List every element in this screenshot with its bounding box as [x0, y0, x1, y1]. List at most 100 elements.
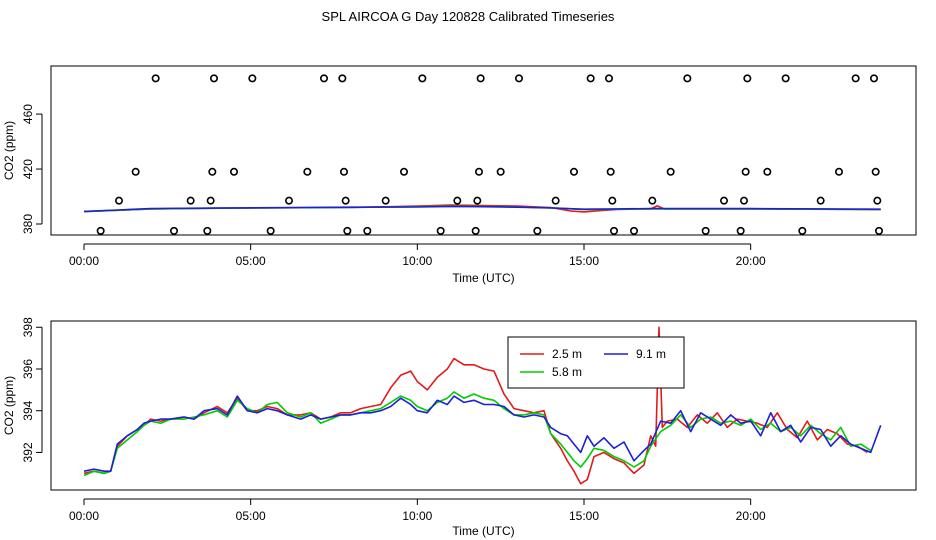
calibration-point: [343, 226, 352, 235]
y-axis: 392 394 396 398 CO2 (ppm): [2, 317, 43, 462]
legend-box: [507, 336, 685, 389]
calibration-point: [436, 226, 445, 235]
x-tick-label: 20:00: [736, 509, 766, 523]
calibration-point: [586, 74, 595, 83]
calibration-point: [418, 74, 427, 83]
x-tick-label: 00:00: [69, 509, 99, 523]
calibration-point: [741, 167, 750, 176]
y-tick-label: 394: [21, 400, 35, 420]
y-tick-label: 460: [21, 104, 35, 124]
calibration-point: [303, 167, 312, 176]
calibration-point: [781, 74, 790, 83]
x-tick-label: 05:00: [236, 509, 266, 523]
calibration-point: [496, 167, 505, 176]
series-group: [83, 326, 882, 485]
calibration-point: [739, 196, 748, 205]
legend-label: 2.5 m: [552, 347, 582, 361]
calibration-point: [206, 196, 215, 205]
calibration-point: [381, 196, 390, 205]
calibration-point: [851, 74, 860, 83]
calibration-point: [816, 196, 825, 205]
calibration-point: [96, 226, 105, 235]
calibration-point: [230, 167, 239, 176]
x-tick-label: 10:00: [402, 254, 432, 268]
y-axis: 380 420 460 CO2 (ppm): [2, 104, 43, 234]
calibration-point: [151, 74, 160, 83]
calibration-point: [186, 196, 195, 205]
y-axis-label: CO2 (ppm): [2, 376, 16, 435]
calibration-point: [719, 196, 728, 205]
calibration-point: [471, 226, 480, 235]
y-tick-label: 396: [21, 359, 35, 379]
calibration-point: [648, 196, 657, 205]
calibration-point: [339, 167, 348, 176]
calibration-point: [798, 226, 807, 235]
calibration-point: [208, 167, 217, 176]
calibration-point: [474, 167, 483, 176]
x-tick-label: 20:00: [736, 254, 766, 268]
calibration-point: [551, 196, 560, 205]
y-tick-label: 398: [21, 317, 35, 337]
calibration-point: [341, 196, 350, 205]
series-line-5-8-m: [83, 391, 872, 477]
calibration-point: [874, 226, 883, 235]
calibration-point: [683, 74, 692, 83]
calibration-point: [666, 167, 675, 176]
calibration-point: [170, 226, 179, 235]
calibration-point: [869, 74, 878, 83]
calibration-point: [871, 167, 880, 176]
calibration-point: [319, 74, 328, 83]
calibration-point: [608, 196, 617, 205]
calibration-point: [399, 167, 408, 176]
series-line-2-5-m: [83, 326, 868, 485]
calibration-point: [569, 167, 578, 176]
x-tick-label: 15:00: [569, 509, 599, 523]
calibration-point: [606, 167, 615, 176]
x-axis-label: Time (UTC): [452, 524, 514, 538]
calibration-point: [131, 167, 140, 176]
calibration-point: [473, 196, 482, 205]
y-tick-label: 380: [21, 214, 35, 234]
x-tick-label: 00:00: [69, 254, 99, 268]
y-tick-label: 420: [21, 159, 35, 179]
calibration-point: [701, 226, 710, 235]
y-tick-label: 392: [21, 442, 35, 462]
calibration-point: [743, 74, 752, 83]
calibration-point: [609, 226, 618, 235]
x-tick-label: 10:00: [402, 509, 432, 523]
calibration-point: [284, 196, 293, 205]
y-axis-label: CO2 (ppm): [2, 121, 16, 180]
calibration-point: [736, 226, 745, 235]
calibration-point: [533, 226, 542, 235]
x-tick-label: 05:00: [236, 254, 266, 268]
calibration-point: [363, 226, 372, 235]
x-tick-label: 15:00: [569, 254, 599, 268]
series-line-9-1-m: [83, 395, 882, 473]
calibration-point: [203, 226, 212, 235]
calibration-point: [338, 74, 347, 83]
calibration-point: [210, 74, 219, 83]
calibration-point: [629, 226, 638, 235]
calibration-point: [248, 74, 257, 83]
legend: 2.5 m 9.1 m 5.8 m: [507, 336, 685, 389]
calibration-point: [476, 74, 485, 83]
calibration-point: [834, 167, 843, 176]
calibration-point: [514, 74, 523, 83]
calibration-points: [96, 74, 883, 235]
calibration-point: [873, 196, 882, 205]
calibration-point: [604, 74, 613, 83]
x-axis: 00:00 05:00 10:00 15:00 20:00 Time (UTC): [69, 498, 766, 538]
calibration-point: [453, 196, 462, 205]
x-axis: 00:00 05:00 10:00 15:00 20:00 Time (UTC): [69, 243, 766, 285]
calibration-point: [763, 167, 772, 176]
x-axis-label: Time (UTC): [452, 271, 514, 285]
series-line-9-1-m: [83, 205, 881, 213]
legend-label: 9.1 m: [636, 347, 666, 361]
top-plot-panel: 00:00 05:00 10:00 15:00 20:00 Time (UTC) 380 42…: [2, 65, 917, 285]
calibration-point: [266, 226, 275, 235]
chart-title: SPL AIRCOA G Day 120828 Calibrated Times…: [321, 9, 615, 24]
legend-label: 5.8 m: [552, 365, 582, 379]
calibration-point: [115, 196, 124, 205]
